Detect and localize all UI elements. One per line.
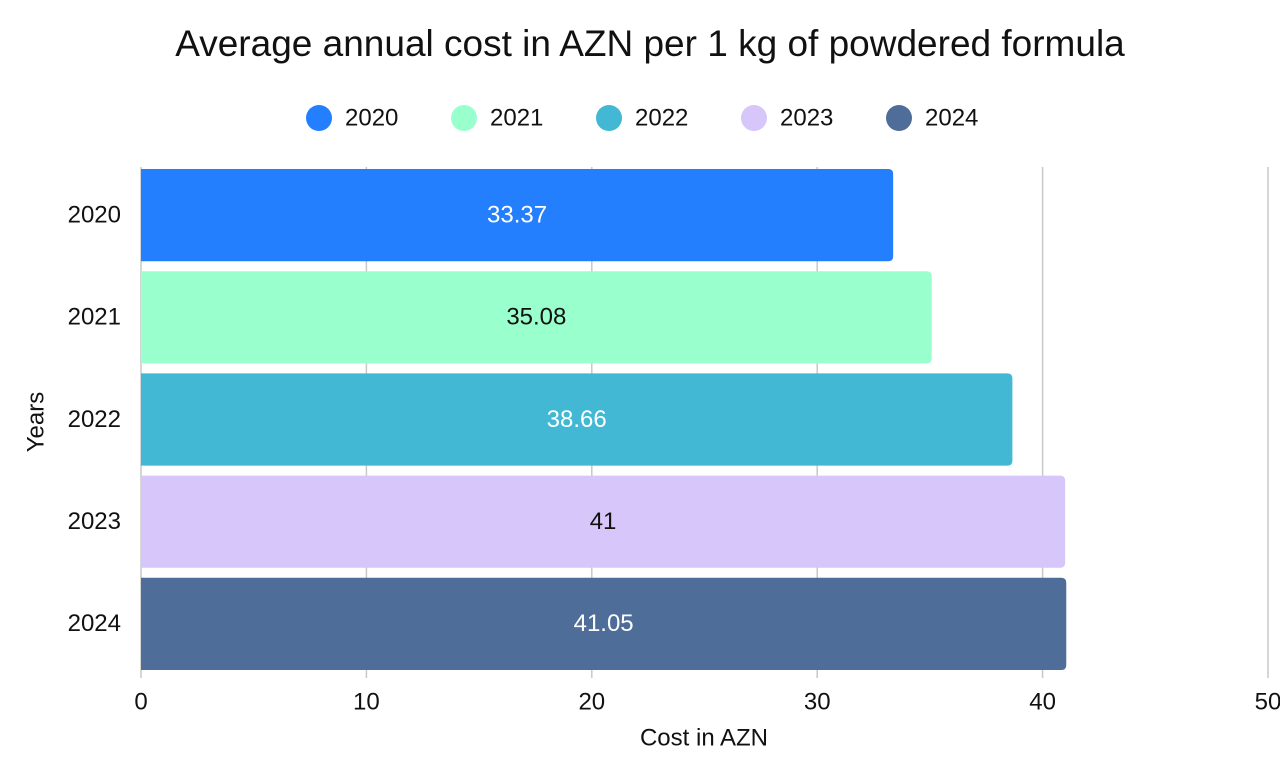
bar xyxy=(141,475,1066,568)
legend-swatch xyxy=(596,105,622,131)
bar xyxy=(141,577,1067,670)
y-tick-label: 2022 xyxy=(68,406,121,433)
x-tick-label: 0 xyxy=(134,688,147,715)
x-tick-label: 40 xyxy=(1029,688,1056,715)
x-tick-label: 50 xyxy=(1255,688,1280,715)
y-tick-label: 2023 xyxy=(68,508,121,535)
legend-label: 2020 xyxy=(345,104,398,131)
data-label: 38.66 xyxy=(547,406,607,433)
x-tick-label: 30 xyxy=(804,688,831,715)
y-axis-label: Years xyxy=(22,392,49,453)
data-label: 35.08 xyxy=(506,304,566,331)
legend-label: 2021 xyxy=(490,104,543,131)
legend-label: 2022 xyxy=(635,104,688,131)
data-label: 41 xyxy=(590,508,617,535)
legend-swatch xyxy=(306,105,332,131)
legend-swatch xyxy=(741,105,767,131)
bar xyxy=(141,373,1013,466)
data-label: 33.37 xyxy=(487,201,547,228)
y-tick-label: 2024 xyxy=(68,610,121,637)
chart-title: Average annual cost in AZN per 1 kg of p… xyxy=(175,23,1125,64)
y-tick-label: 2021 xyxy=(68,304,121,331)
legend-label: 2024 xyxy=(925,104,978,131)
legend-swatch xyxy=(886,105,912,131)
legend-swatch xyxy=(451,105,477,131)
x-tick-label: 20 xyxy=(578,688,605,715)
legend-label: 2023 xyxy=(780,104,833,131)
x-axis-label: Cost in AZN xyxy=(640,724,768,751)
x-tick-label: 10 xyxy=(353,688,380,715)
y-tick-label: 2020 xyxy=(68,201,121,228)
data-label: 41.05 xyxy=(574,610,634,637)
bar xyxy=(141,271,932,364)
bar xyxy=(141,169,894,262)
